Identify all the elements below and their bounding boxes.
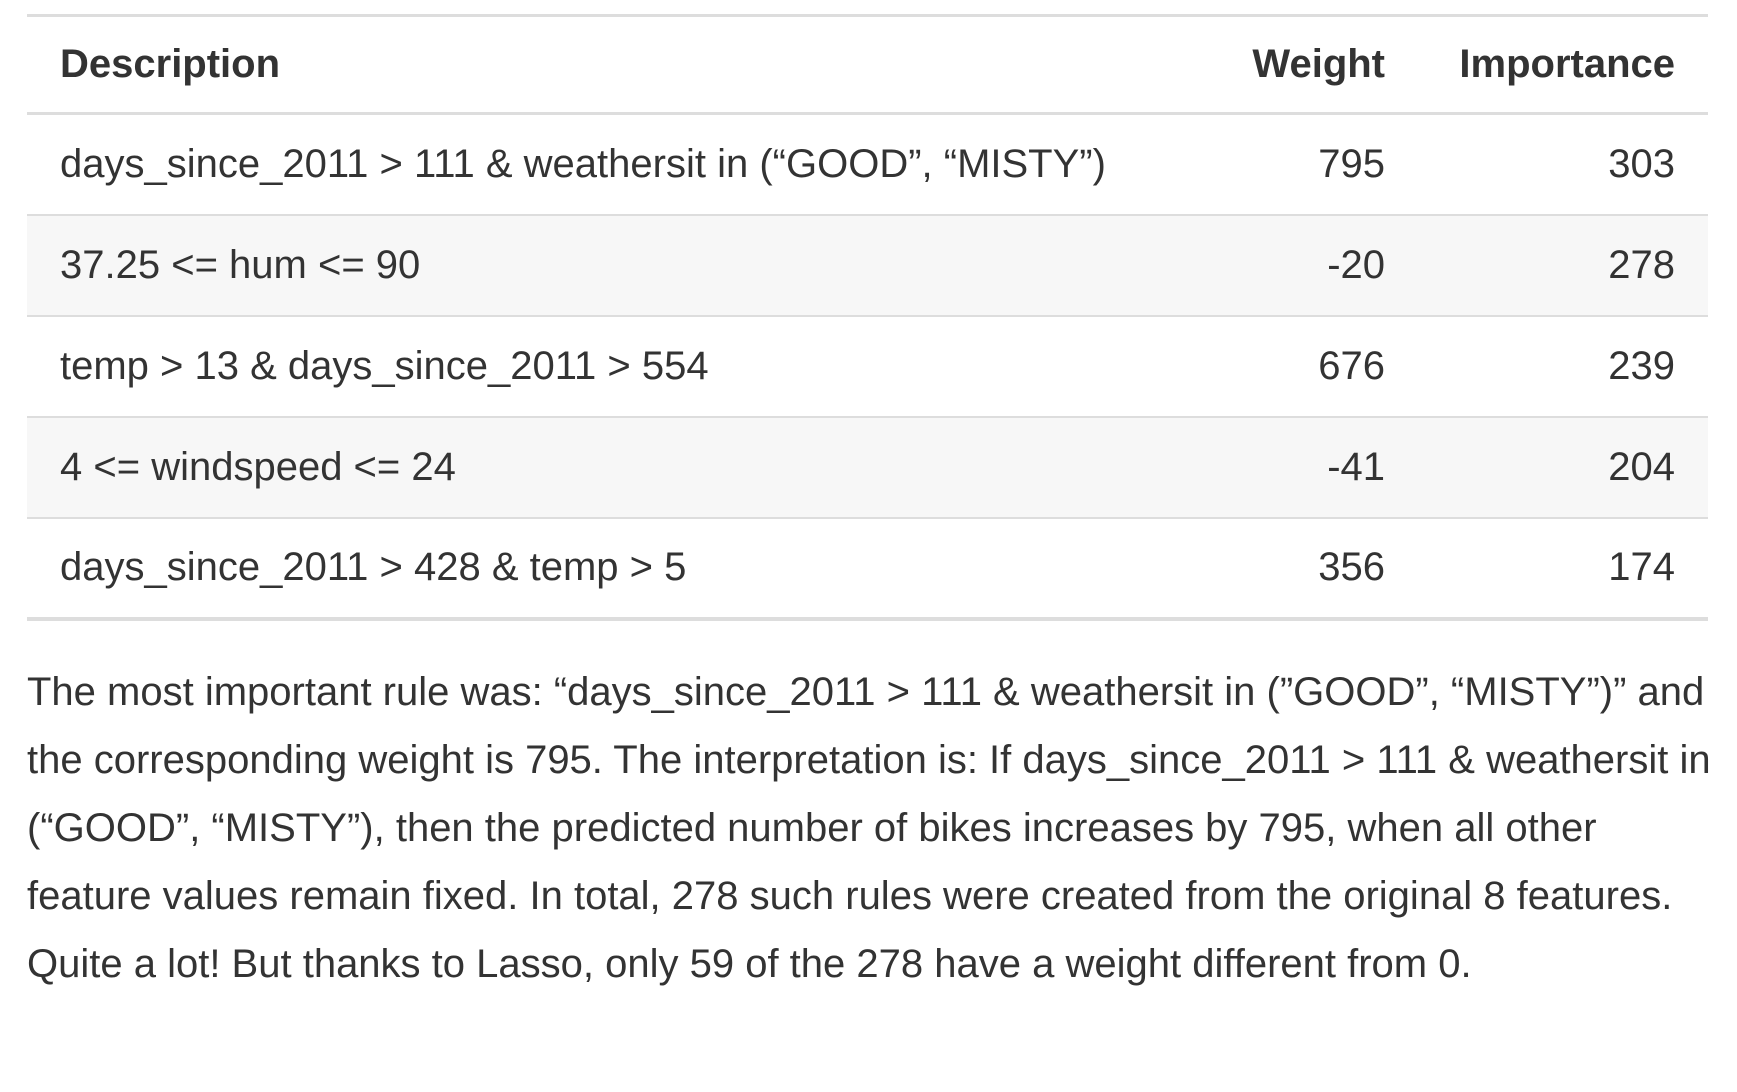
interpretation-paragraph: The most important rule was: “days_since… bbox=[27, 670, 1711, 986]
table-row: 37.25 <= hum <= 90 -20 278 bbox=[27, 214, 1708, 317]
table-row: days_since_2011 > 111 & weathersit in (“… bbox=[27, 113, 1708, 216]
table-body: days_since_2011 > 111 & weathersit in (“… bbox=[27, 113, 1708, 621]
cell-importance: 204 bbox=[1418, 416, 1708, 519]
cell-importance: 239 bbox=[1418, 315, 1708, 418]
table-row: temp > 13 & days_since_2011 > 554 676 23… bbox=[27, 315, 1708, 418]
cell-weight: -20 bbox=[1218, 214, 1418, 317]
table-header: Description Weight Importance bbox=[27, 15, 1708, 115]
cell-weight: 356 bbox=[1218, 517, 1418, 621]
table-row: 4 <= windspeed <= 24 -41 204 bbox=[27, 416, 1708, 519]
header-weight: Weight bbox=[1218, 15, 1418, 115]
rules-table-container: Description Weight Importance days_since… bbox=[27, 0, 1708, 621]
cell-importance: 174 bbox=[1418, 517, 1708, 621]
cell-importance: 303 bbox=[1418, 113, 1708, 216]
header-importance: Importance bbox=[1418, 15, 1708, 115]
cell-description: 4 <= windspeed <= 24 bbox=[27, 416, 1218, 519]
header-row: Description Weight Importance bbox=[27, 15, 1708, 115]
cell-description: temp > 13 & days_since_2011 > 554 bbox=[27, 315, 1218, 418]
cell-weight: 676 bbox=[1218, 315, 1418, 418]
table-row: days_since_2011 > 428 & temp > 5 356 174 bbox=[27, 517, 1708, 621]
cell-importance: 278 bbox=[1418, 214, 1708, 317]
cell-weight: 795 bbox=[1218, 113, 1418, 216]
cell-description: days_since_2011 > 428 & temp > 5 bbox=[27, 517, 1218, 621]
cell-description: 37.25 <= hum <= 90 bbox=[27, 214, 1218, 317]
header-description: Description bbox=[27, 15, 1218, 115]
cell-description: days_since_2011 > 111 & weathersit in (“… bbox=[27, 113, 1218, 216]
rules-table: Description Weight Importance days_since… bbox=[27, 14, 1708, 621]
cell-weight: -41 bbox=[1218, 416, 1418, 519]
